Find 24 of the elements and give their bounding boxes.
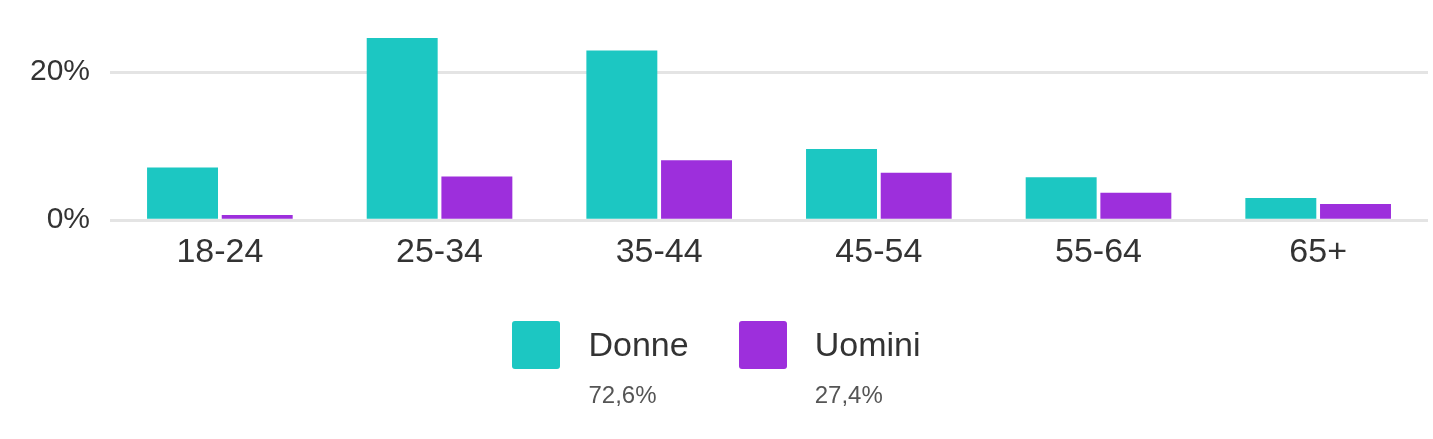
text: 72,6% — [588, 381, 658, 409]
y-tick-label: 20% — [30, 53, 91, 87]
bar — [147, 167, 219, 219]
bar — [1025, 177, 1097, 219]
bar — [441, 176, 513, 219]
bar — [366, 38, 438, 219]
x-tick-label: 65+ — [1289, 230, 1348, 269]
bar — [1320, 203, 1391, 219]
bar — [1100, 192, 1172, 219]
bar — [1245, 197, 1317, 219]
bar — [880, 172, 952, 219]
text: 27,4% — [814, 381, 884, 409]
legend-label: Uomini — [814, 324, 921, 365]
x-tick-label: 55-64 — [1055, 230, 1142, 269]
x-tick-label: 25-34 — [396, 230, 484, 269]
bar — [661, 160, 733, 219]
y-tick-label: 0% — [46, 201, 91, 235]
legend-label: Donne — [588, 324, 689, 365]
bar — [586, 50, 658, 219]
x-tick-label: 45-54 — [835, 230, 923, 269]
x-tick-label: 35-44 — [615, 230, 703, 269]
bar — [806, 149, 877, 219]
bar — [221, 215, 293, 219]
x-tick-label: 18-24 — [176, 230, 264, 269]
